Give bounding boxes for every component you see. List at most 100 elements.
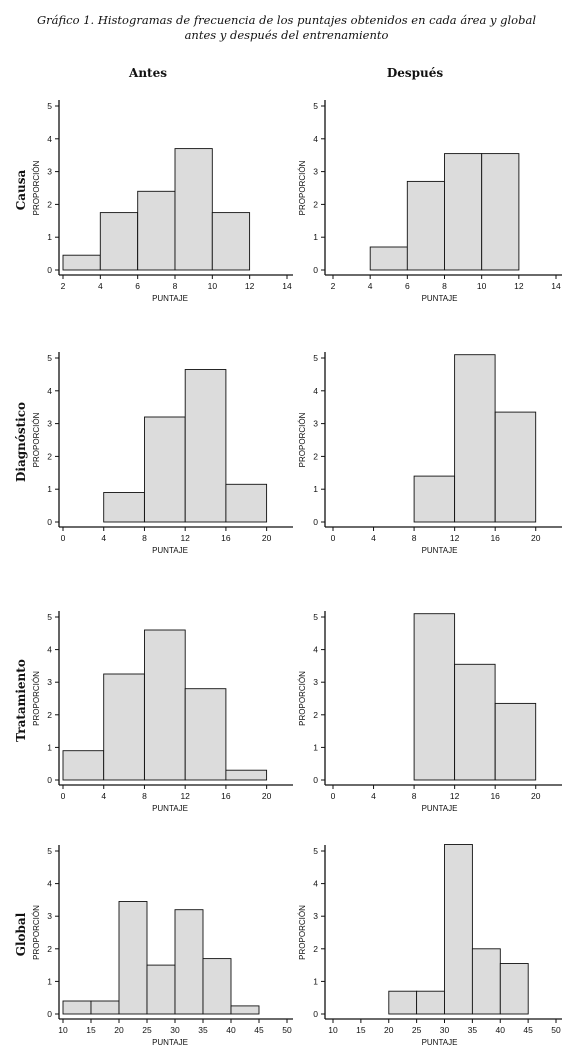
x-tick-label: 8 <box>142 533 147 543</box>
histogram-bar <box>388 990 418 1015</box>
column-header-antes: Antes <box>129 66 167 80</box>
y-tick-label: 2 <box>313 199 318 209</box>
y-tick-label: 0 <box>313 517 318 527</box>
x-tick-label: 12 <box>450 791 460 801</box>
column-header-despues: Después <box>386 66 444 80</box>
x-axis-label: PUNTAJE <box>152 294 188 303</box>
x-tick-label: 12 <box>514 281 524 291</box>
row-label-tratamiento: Tratamiento <box>14 659 28 742</box>
y-tick-label: 1 <box>47 484 52 494</box>
histogram-bar <box>444 844 473 1015</box>
x-tick-label: 8 <box>173 281 178 291</box>
histogram-bar <box>99 212 139 271</box>
histogram-bar <box>211 212 251 271</box>
y-tick-label: 4 <box>47 879 52 889</box>
x-tick-label: 35 <box>468 1025 478 1035</box>
x-tick-label: 15 <box>86 1025 96 1035</box>
histogram-bar <box>225 769 268 781</box>
y-tick-label: 5 <box>313 353 318 363</box>
y-tick-label: 5 <box>47 101 52 111</box>
histogram-bar <box>146 964 176 1015</box>
x-tick-label: 25 <box>142 1025 152 1035</box>
histogram-bar <box>118 901 148 1015</box>
y-tick-label: 2 <box>313 451 318 461</box>
x-tick-label: 4 <box>371 533 376 543</box>
x-tick-label: 2 <box>61 281 66 291</box>
y-tick-label: 4 <box>47 386 52 396</box>
histogram-bar <box>499 963 529 1015</box>
y-tick-label: 3 <box>47 167 52 177</box>
y-tick-label: 1 <box>47 742 52 752</box>
x-tick-label: 16 <box>221 791 231 801</box>
y-tick-label: 4 <box>313 879 318 889</box>
y-tick-label: 3 <box>47 677 52 687</box>
x-tick-label: 12 <box>245 281 255 291</box>
y-tick-label: 0 <box>313 1009 318 1019</box>
x-axis-label: PUNTAJE <box>422 1038 458 1047</box>
x-tick-label: 10 <box>328 1025 338 1035</box>
x-tick-label: 4 <box>371 791 376 801</box>
y-tick-label: 3 <box>313 167 318 177</box>
y-tick-label: 2 <box>313 944 318 954</box>
x-tick-label: 40 <box>226 1025 236 1035</box>
histogram-bar <box>471 948 501 1015</box>
histogram-bar <box>230 1005 260 1015</box>
y-tick-label: 5 <box>313 846 318 856</box>
x-tick-label: 0 <box>61 791 66 801</box>
x-tick-label: 20 <box>531 533 541 543</box>
histogram-bar <box>202 958 232 1015</box>
x-tick-label: 0 <box>331 533 336 543</box>
histogram-bar <box>103 492 145 523</box>
histogram-bar <box>62 750 105 781</box>
y-tick-label: 1 <box>47 232 52 242</box>
histogram-bar <box>90 1000 120 1015</box>
y-tick-label: 5 <box>313 612 318 622</box>
x-tick-label: 30 <box>440 1025 450 1035</box>
histogram-bar <box>225 483 268 523</box>
x-axis-label: PUNTAJE <box>152 804 188 813</box>
y-tick-label: 3 <box>313 677 318 687</box>
x-tick-label: 50 <box>282 1025 292 1035</box>
x-tick-label: 4 <box>101 791 106 801</box>
x-tick-label: 20 <box>531 791 541 801</box>
y-axis-label: PROPORCIÓN <box>32 905 41 960</box>
x-tick-label: 16 <box>221 533 231 543</box>
y-tick-label: 2 <box>313 710 318 720</box>
histogram-bar <box>444 153 483 271</box>
x-tick-label: 45 <box>254 1025 264 1035</box>
y-tick-label: 0 <box>47 1009 52 1019</box>
x-tick-label: 20 <box>262 791 272 801</box>
y-tick-label: 0 <box>47 775 52 785</box>
x-tick-label: 40 <box>496 1025 506 1035</box>
x-axis-label: PUNTAJE <box>152 1038 188 1047</box>
histogram-bar <box>454 354 496 523</box>
x-tick-label: 20 <box>384 1025 394 1035</box>
y-tick-label: 2 <box>47 199 52 209</box>
x-tick-label: 25 <box>412 1025 422 1035</box>
y-tick-label: 1 <box>313 484 318 494</box>
y-tick-label: 1 <box>313 232 318 242</box>
y-tick-label: 0 <box>47 265 52 275</box>
histogram-bar <box>494 702 537 781</box>
y-tick-label: 5 <box>313 101 318 111</box>
histogram-bar <box>481 153 520 271</box>
y-tick-label: 4 <box>47 645 52 655</box>
row-label-global: Global <box>14 912 28 956</box>
x-tick-label: 4 <box>368 281 373 291</box>
x-tick-label: 12 <box>180 791 190 801</box>
histogram-bar <box>62 254 101 271</box>
figure-caption: Gráfico 1. Histogramas de frecuencia de … <box>0 13 573 43</box>
y-tick-label: 1 <box>313 976 318 986</box>
caption-line-2: antes y después del entrenamiento <box>184 28 389 42</box>
y-tick-label: 3 <box>47 911 52 921</box>
y-tick-label: 5 <box>47 353 52 363</box>
x-tick-label: 45 <box>523 1025 533 1035</box>
histogram-bar <box>454 663 496 781</box>
